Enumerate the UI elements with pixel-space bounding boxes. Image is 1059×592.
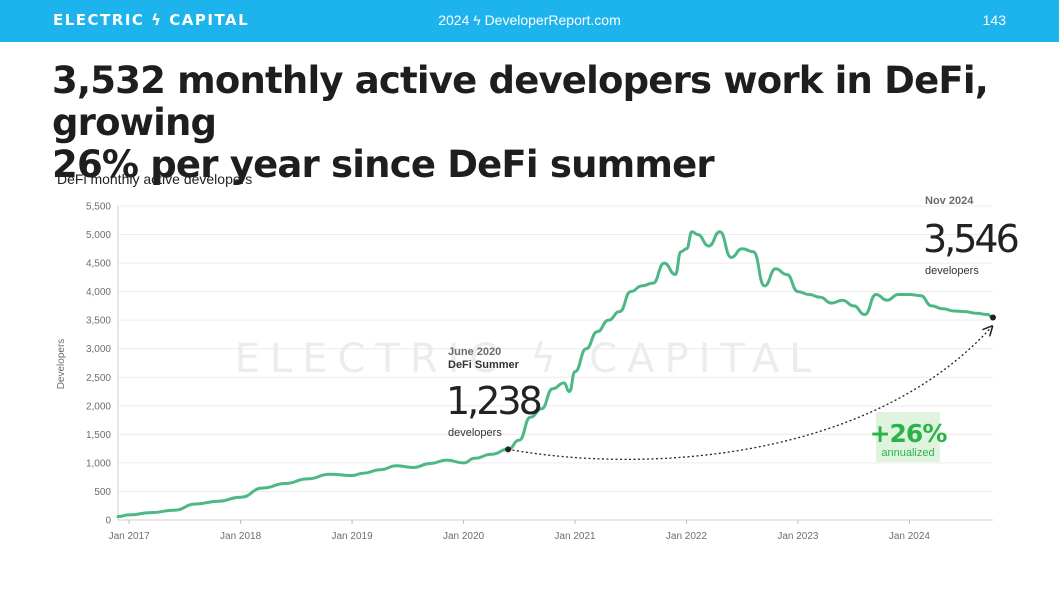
y-axis: 0 500 1,000 1,500 2,000 2,500 3,000 3,500 4,000 4… — [86, 202, 119, 527]
series-line-defi-developers — [116, 230, 995, 519]
annotation-defi-summer-date: June 2020 — [448, 346, 501, 358]
annotation-latest: Nov 2024 3,546 developers — [923, 195, 1021, 277]
point-defi-summer — [505, 446, 512, 453]
x-tick-label: Jan 2018 — [220, 531, 262, 542]
x-tick-label: Jan 2017 — [109, 531, 151, 542]
x-tick-label: Jan 2020 — [443, 531, 485, 542]
x-tick-label: Jan 2019 — [331, 531, 373, 542]
y-tick-label: 5,000 — [86, 230, 111, 241]
chart-grid — [118, 205, 993, 521]
annotation-latest-date: Nov 2024 — [925, 195, 974, 207]
growth-value: +26% — [870, 419, 948, 448]
annotation-defi-summer-value: 1,238 — [446, 379, 541, 423]
y-tick-label: 3,000 — [86, 344, 111, 355]
annotation-defi-summer: June 2020 DeFi Summer 1,238 developers — [446, 346, 544, 439]
x-tick-label: Jan 2022 — [666, 531, 708, 542]
y-tick-label: 1,500 — [86, 430, 111, 441]
y-tick-label: 0 — [105, 516, 111, 527]
annotation-latest-unit: developers — [925, 265, 979, 277]
y-tick-label: 2,500 — [86, 373, 111, 384]
y-tick-label: 2,000 — [86, 401, 111, 412]
brand-logo: ELECTRIC ϟ CAPITAL — [53, 11, 250, 29]
annotation-latest-value: 3,546 — [923, 217, 1018, 261]
y-tick-label: 4,500 — [86, 259, 111, 270]
x-tick-label: Jan 2023 — [777, 531, 819, 542]
chart-title: DeFi monthly active developers — [57, 171, 253, 187]
slide-title-line-2: 26% per year since DeFi summer — [52, 143, 715, 186]
y-axis-label: Developers — [56, 339, 67, 390]
annotation-defi-summer-unit: developers — [448, 427, 502, 439]
watermark-logo: ELECTRIC ϟ CAPITAL — [235, 336, 822, 382]
x-axis: Jan 2017 Jan 2018 Jan 2019 Jan 2020 Jan 2021… — [109, 519, 993, 542]
header-bar: ELECTRIC ϟ CAPITAL 2024 ϟ DeveloperRepor… — [0, 0, 1059, 42]
slide-title: 3,532 monthly active developers work in … — [52, 60, 1012, 186]
slide-title-line-1: 3,532 monthly active developers work in … — [52, 59, 989, 144]
growth-label: annualized — [881, 447, 934, 459]
site-link[interactable]: 2024 ϟ DeveloperReport.com — [438, 12, 621, 28]
y-tick-label: 500 — [94, 487, 111, 498]
y-tick-label: 1,000 — [86, 458, 111, 469]
y-tick-label: 4,000 — [86, 287, 111, 298]
x-tick-label: Jan 2024 — [889, 531, 931, 542]
page-number: 143 — [982, 12, 1006, 28]
x-tick-label: Jan 2021 — [554, 531, 596, 542]
point-latest — [990, 314, 996, 321]
annotation-growth: +26% annualized — [870, 412, 948, 462]
growth-badge — [876, 412, 940, 462]
annotation-defi-summer-label: DeFi Summer — [448, 359, 520, 371]
growth-arc — [508, 328, 991, 461]
y-tick-label: 3,500 — [86, 316, 111, 327]
y-tick-label: 5,500 — [86, 202, 111, 213]
